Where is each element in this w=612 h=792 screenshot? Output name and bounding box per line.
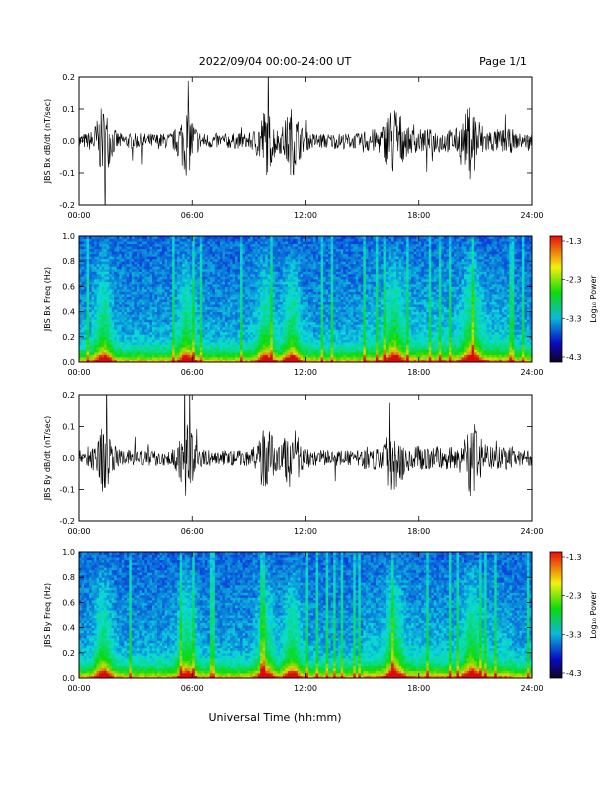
x-tick-label: 24:00 — [520, 368, 543, 377]
x-tick-label: 06:00 — [181, 527, 204, 536]
dbdt-trace-bx_dbdt — [79, 77, 532, 205]
colorbar-tick-label: -1.3 — [566, 237, 582, 246]
colorbar-bx_freq — [549, 235, 563, 363]
panels: 0.2 0.1 0.0 -0.1 -0.2 JBS Bx dB/dt (nT/sec) 00… — [43, 73, 598, 693]
colorbar-tick-label: -2.3 — [566, 592, 582, 601]
colorbar-tick-label: -1.3 — [566, 553, 582, 562]
x-tick-label: 12:00 — [294, 527, 317, 536]
x-tick-label: 00:00 — [67, 368, 90, 377]
x-tick-label: 06:00 — [181, 684, 204, 693]
y-tick-label: 0.8 — [62, 257, 75, 266]
y-tick-label: -0.1 — [59, 486, 75, 495]
y-axis-title: JBS By Freq (Hz) — [43, 583, 52, 648]
y-tick-label: 0.8 — [62, 573, 75, 582]
colorbar-tick-label: -3.3 — [566, 314, 582, 323]
colorbar-by_freq — [549, 551, 563, 679]
x-tick-label: 18:00 — [407, 527, 430, 536]
y-tick-label: -0.2 — [59, 517, 75, 526]
y-tick-label: 0.2 — [62, 333, 75, 342]
x-tick-label: 00:00 — [67, 527, 90, 536]
x-tick-label: 24:00 — [520, 211, 543, 220]
y-tick-label: 0.0 — [62, 674, 75, 683]
colorbar-tick-label: -4.3 — [566, 353, 582, 362]
y-axis-title: JBS Bx dB/dt (nT/sec) — [43, 99, 52, 185]
x-tick-label: 00:00 — [67, 211, 90, 220]
x-axis-title: Universal Time (hh:mm) — [209, 711, 342, 724]
y-tick-label: 0.2 — [62, 73, 75, 82]
x-tick-label: 18:00 — [407, 684, 430, 693]
colorbar-tick-label: -4.3 — [566, 669, 582, 678]
date-range-title: 2022/09/04 00:00-24:00 UT — [199, 55, 352, 68]
y-tick-label: 1.0 — [62, 548, 75, 557]
x-tick-label: 18:00 — [407, 211, 430, 220]
y-tick-label: 0.0 — [62, 454, 75, 463]
colorbar-title: Log₁₀ Power — [589, 591, 598, 639]
colorbar-tick-label: -2.3 — [566, 276, 582, 285]
x-tick-label: 12:00 — [294, 211, 317, 220]
colorbar-tick-label: -3.3 — [566, 630, 582, 639]
page-label: Page 1/1 — [479, 55, 527, 68]
colorbar-title: Log₁₀ Power — [589, 275, 598, 323]
x-tick-label: 12:00 — [294, 368, 317, 377]
y-tick-label: -0.1 — [59, 169, 75, 178]
x-tick-label: 24:00 — [520, 527, 543, 536]
x-tick-label: 24:00 — [520, 684, 543, 693]
y-tick-label: 0.4 — [62, 308, 75, 317]
y-tick-label: 0.0 — [62, 137, 75, 146]
spectrogram-bx_freq — [79, 236, 533, 363]
x-tick-label: 06:00 — [181, 368, 204, 377]
y-tick-label: 0.1 — [62, 105, 75, 114]
y-tick-label: 0.1 — [62, 423, 75, 432]
y-tick-label: 1.0 — [62, 232, 75, 241]
y-tick-label: 0.2 — [62, 649, 75, 658]
y-axis-title: JBS Bx Freq (Hz) — [43, 267, 52, 332]
y-tick-label: -0.2 — [59, 201, 75, 210]
dbdt-trace-by_dbdt — [79, 395, 532, 496]
y-tick-label: 0.6 — [62, 598, 75, 607]
x-tick-label: 12:00 — [294, 684, 317, 693]
y-tick-label: 0.0 — [62, 358, 75, 367]
y-axis-title: JBS By dB/dt (nT/sec) — [43, 416, 52, 502]
spectrogram-by_freq — [79, 552, 533, 679]
y-tick-label: 0.4 — [62, 624, 75, 633]
x-tick-label: 06:00 — [181, 211, 204, 220]
y-tick-label: 0.6 — [62, 282, 75, 291]
x-tick-label: 18:00 — [407, 368, 430, 377]
y-tick-label: 0.2 — [62, 391, 75, 400]
x-tick-label: 00:00 — [67, 684, 90, 693]
